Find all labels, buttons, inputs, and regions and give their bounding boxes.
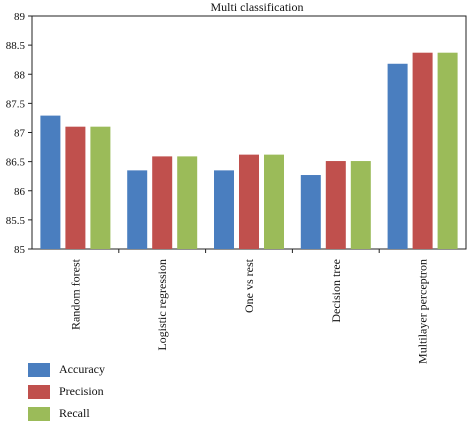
legend-item-recall: Recall [28, 404, 188, 424]
legend-swatch-recall [28, 407, 50, 421]
x-tick-label-logistic-regression: Logistic regression [155, 259, 169, 351]
x-tick-label-multilayer-perceptron: Multilayer perceptron [416, 259, 430, 364]
legend-item-precision: Precision [28, 382, 188, 402]
bar-random-forest-accuracy [40, 115, 61, 249]
bar-multilayer-perceptron-precision [412, 52, 433, 250]
bar-logistic-regression-recall [177, 156, 198, 249]
x-tick-label-one-vs-rest: One vs rest [242, 258, 256, 313]
y-tick-label: 87 [14, 128, 26, 140]
bar-multilayer-perceptron-accuracy [387, 63, 408, 249]
bar-random-forest-precision [65, 126, 86, 249]
bar-decision-tree-precision [325, 161, 346, 249]
bar-one-vs-rest-precision [239, 154, 259, 249]
legend-item-accuracy: Accuracy [28, 360, 188, 380]
bar-logistic-regression-accuracy [127, 170, 148, 249]
bar-logistic-regression-precision [152, 156, 173, 249]
x-tick-label-random-forest: Random forest [68, 258, 82, 330]
x-tick-label-decision-tree: Decision tree [329, 259, 343, 323]
bar-decision-tree-recall [350, 161, 371, 249]
y-tick-label: 86 [14, 186, 26, 198]
y-tick-label: 85.5 [6, 215, 26, 227]
chart-title: Multi classification [211, 0, 304, 14]
legend-label-precision: Precision [59, 384, 104, 398]
bar-one-vs-rest-recall [264, 154, 284, 249]
legend-swatch-accuracy [28, 363, 50, 377]
bar-random-forest-recall [90, 126, 111, 249]
y-tick-label: 89 [14, 11, 26, 23]
legend-swatch-precision [28, 385, 50, 399]
y-tick-label: 88 [14, 69, 26, 81]
bar-decision-tree-accuracy [300, 175, 321, 249]
bar-one-vs-rest-accuracy [214, 170, 234, 249]
y-tick-label: 86.5 [6, 157, 26, 169]
y-tick-label: 87.5 [6, 98, 26, 110]
y-tick-label: 88.5 [6, 40, 26, 52]
legend-label-recall: Recall [59, 406, 90, 420]
y-tick-label: 85 [14, 244, 26, 256]
bar-multilayer-perceptron-recall [437, 52, 458, 250]
legend-label-accuracy: Accuracy [59, 362, 105, 376]
